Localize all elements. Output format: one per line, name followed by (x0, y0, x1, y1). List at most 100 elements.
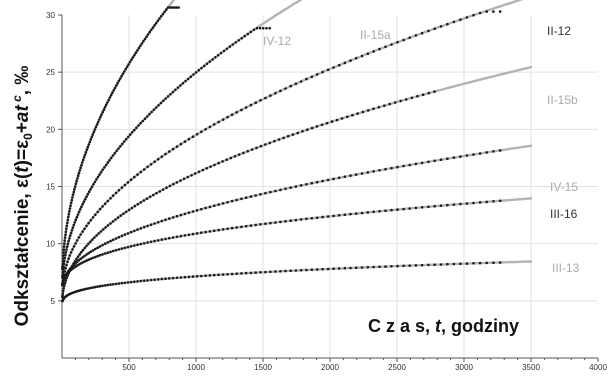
data-point-ii-15b (277, 138, 281, 141)
data-point-iv-15 (168, 217, 171, 220)
data-point-ii-15b (233, 155, 237, 158)
data-point-ii-12 (343, 61, 347, 65)
data-point-ii-15a (240, 36, 243, 40)
data-point-iv-15 (146, 224, 149, 228)
data-point-iv-15 (230, 199, 234, 203)
data-point-ii-15b (122, 212, 125, 215)
data-point-iii-16 (269, 221, 272, 225)
data-point-ii-15b (158, 190, 162, 193)
data-point-iv-15 (366, 171, 370, 174)
data-point-iii-13 (408, 264, 412, 267)
data-point-iv-15 (133, 229, 136, 233)
y-tick-label-4: 25 (46, 68, 55, 77)
data-point-ii-15b (79, 251, 83, 254)
data-point-ii-15a (154, 106, 158, 109)
data-point-iv-12 (112, 89, 115, 92)
data-point-ii-12 (439, 25, 443, 28)
data-point-iii-16 (485, 200, 489, 204)
data-point-ii-15b (310, 126, 314, 130)
data-point-iv-15 (384, 167, 387, 171)
data-point-ii-12 (183, 140, 187, 143)
data-point-iv-12 (70, 198, 74, 202)
data-point-iii-16 (129, 245, 133, 248)
data-point-iv-15 (465, 154, 469, 157)
data-point-iii-16 (117, 248, 121, 251)
data-point-ii-15b (306, 128, 309, 131)
data-point-iii-16 (294, 218, 298, 222)
data-point-iv-15 (85, 253, 88, 256)
data-point-iii-16 (366, 211, 370, 214)
data-point-ii-12 (87, 221, 90, 225)
data-point-iii-13 (156, 278, 160, 281)
data-point-iv-12 (88, 140, 92, 144)
data-point-ii-15a (194, 71, 198, 74)
data-point-iii-13 (315, 268, 319, 271)
data-point-ii-12 (96, 210, 99, 214)
data-point-iii-13 (230, 272, 234, 276)
data-point-iii-13 (103, 284, 107, 287)
data-point-ii-12 (366, 52, 370, 55)
data-point-iv-12 (123, 70, 126, 73)
data-point-iv-15 (459, 155, 462, 158)
data-point-ii-15b (93, 236, 96, 239)
data-point-ii-12 (492, 10, 495, 13)
data-point-iii-13 (226, 273, 229, 276)
data-point-ii-15b (393, 101, 397, 104)
data-point-iii-16 (343, 213, 347, 216)
data-point-ii-15a (262, 26, 265, 30)
data-point-ii-15a (61, 268, 65, 271)
data-point-iii-13 (96, 285, 99, 288)
data-point-iv-15 (226, 201, 229, 204)
data-point-iii-13 (427, 263, 430, 267)
data-point-iii-16 (472, 201, 475, 205)
data-point-iv-15 (240, 197, 243, 201)
data-point-iii-13 (498, 261, 502, 264)
data-point-ii-15b (165, 186, 168, 189)
data-point-ii-12 (139, 170, 143, 174)
data-point-ii-15a (117, 147, 120, 150)
data-point-ii-15a (62, 262, 66, 266)
data-point-ii-12 (259, 99, 262, 102)
data-point-iii-16 (305, 217, 308, 221)
data-point-iii-16 (452, 203, 456, 206)
data-point-ii-15b (273, 139, 276, 143)
data-point-iv-15 (264, 191, 267, 195)
data-point-iv-12 (68, 210, 71, 213)
data-point-ii-12 (171, 147, 175, 151)
data-point-ii-12 (326, 68, 330, 72)
data-point-iii-16 (372, 210, 375, 214)
data-point-iii-16 (427, 205, 430, 209)
data-point-iv-12 (95, 123, 99, 126)
data-point-iii-16 (279, 220, 282, 224)
data-point-ii-15b (356, 112, 359, 115)
data-point-iv-15 (164, 218, 167, 222)
data-point-iii-13 (217, 273, 220, 277)
data-point-iii-13 (244, 271, 248, 275)
data-point-ii-15a (249, 30, 253, 34)
data-point-iv-15 (360, 172, 364, 175)
data-point-ii-15b (416, 94, 419, 98)
data-point-iii-13 (191, 275, 195, 278)
data-point-iv-12 (108, 96, 112, 99)
data-point-ii-15b (104, 226, 107, 229)
data-point-iv-15 (321, 179, 324, 183)
data-point-iv-12 (109, 93, 113, 97)
data-point-iii-16 (414, 206, 418, 210)
data-point-iv-15 (289, 186, 293, 189)
data-point-iv-12 (161, 12, 165, 16)
data-point-iv-15 (120, 234, 124, 238)
data-point-ii-12 (212, 123, 216, 126)
data-point-iv-15 (485, 151, 489, 154)
data-point-iii-13 (310, 268, 314, 272)
data-point-ii-15b (97, 232, 101, 235)
data-point-iv-15 (259, 193, 262, 196)
data-point-iv-12 (145, 35, 148, 38)
data-point-iii-16 (83, 260, 86, 263)
data-point-ii-15a (205, 62, 209, 65)
series-label-ii-15b: II-15b (547, 93, 578, 107)
data-point-iii-16 (299, 218, 303, 221)
data-point-iii-13 (149, 278, 153, 282)
data-point-ii-15b (139, 201, 143, 204)
data-point-ii-15a (174, 88, 177, 92)
data-point-iii-16 (204, 230, 207, 234)
